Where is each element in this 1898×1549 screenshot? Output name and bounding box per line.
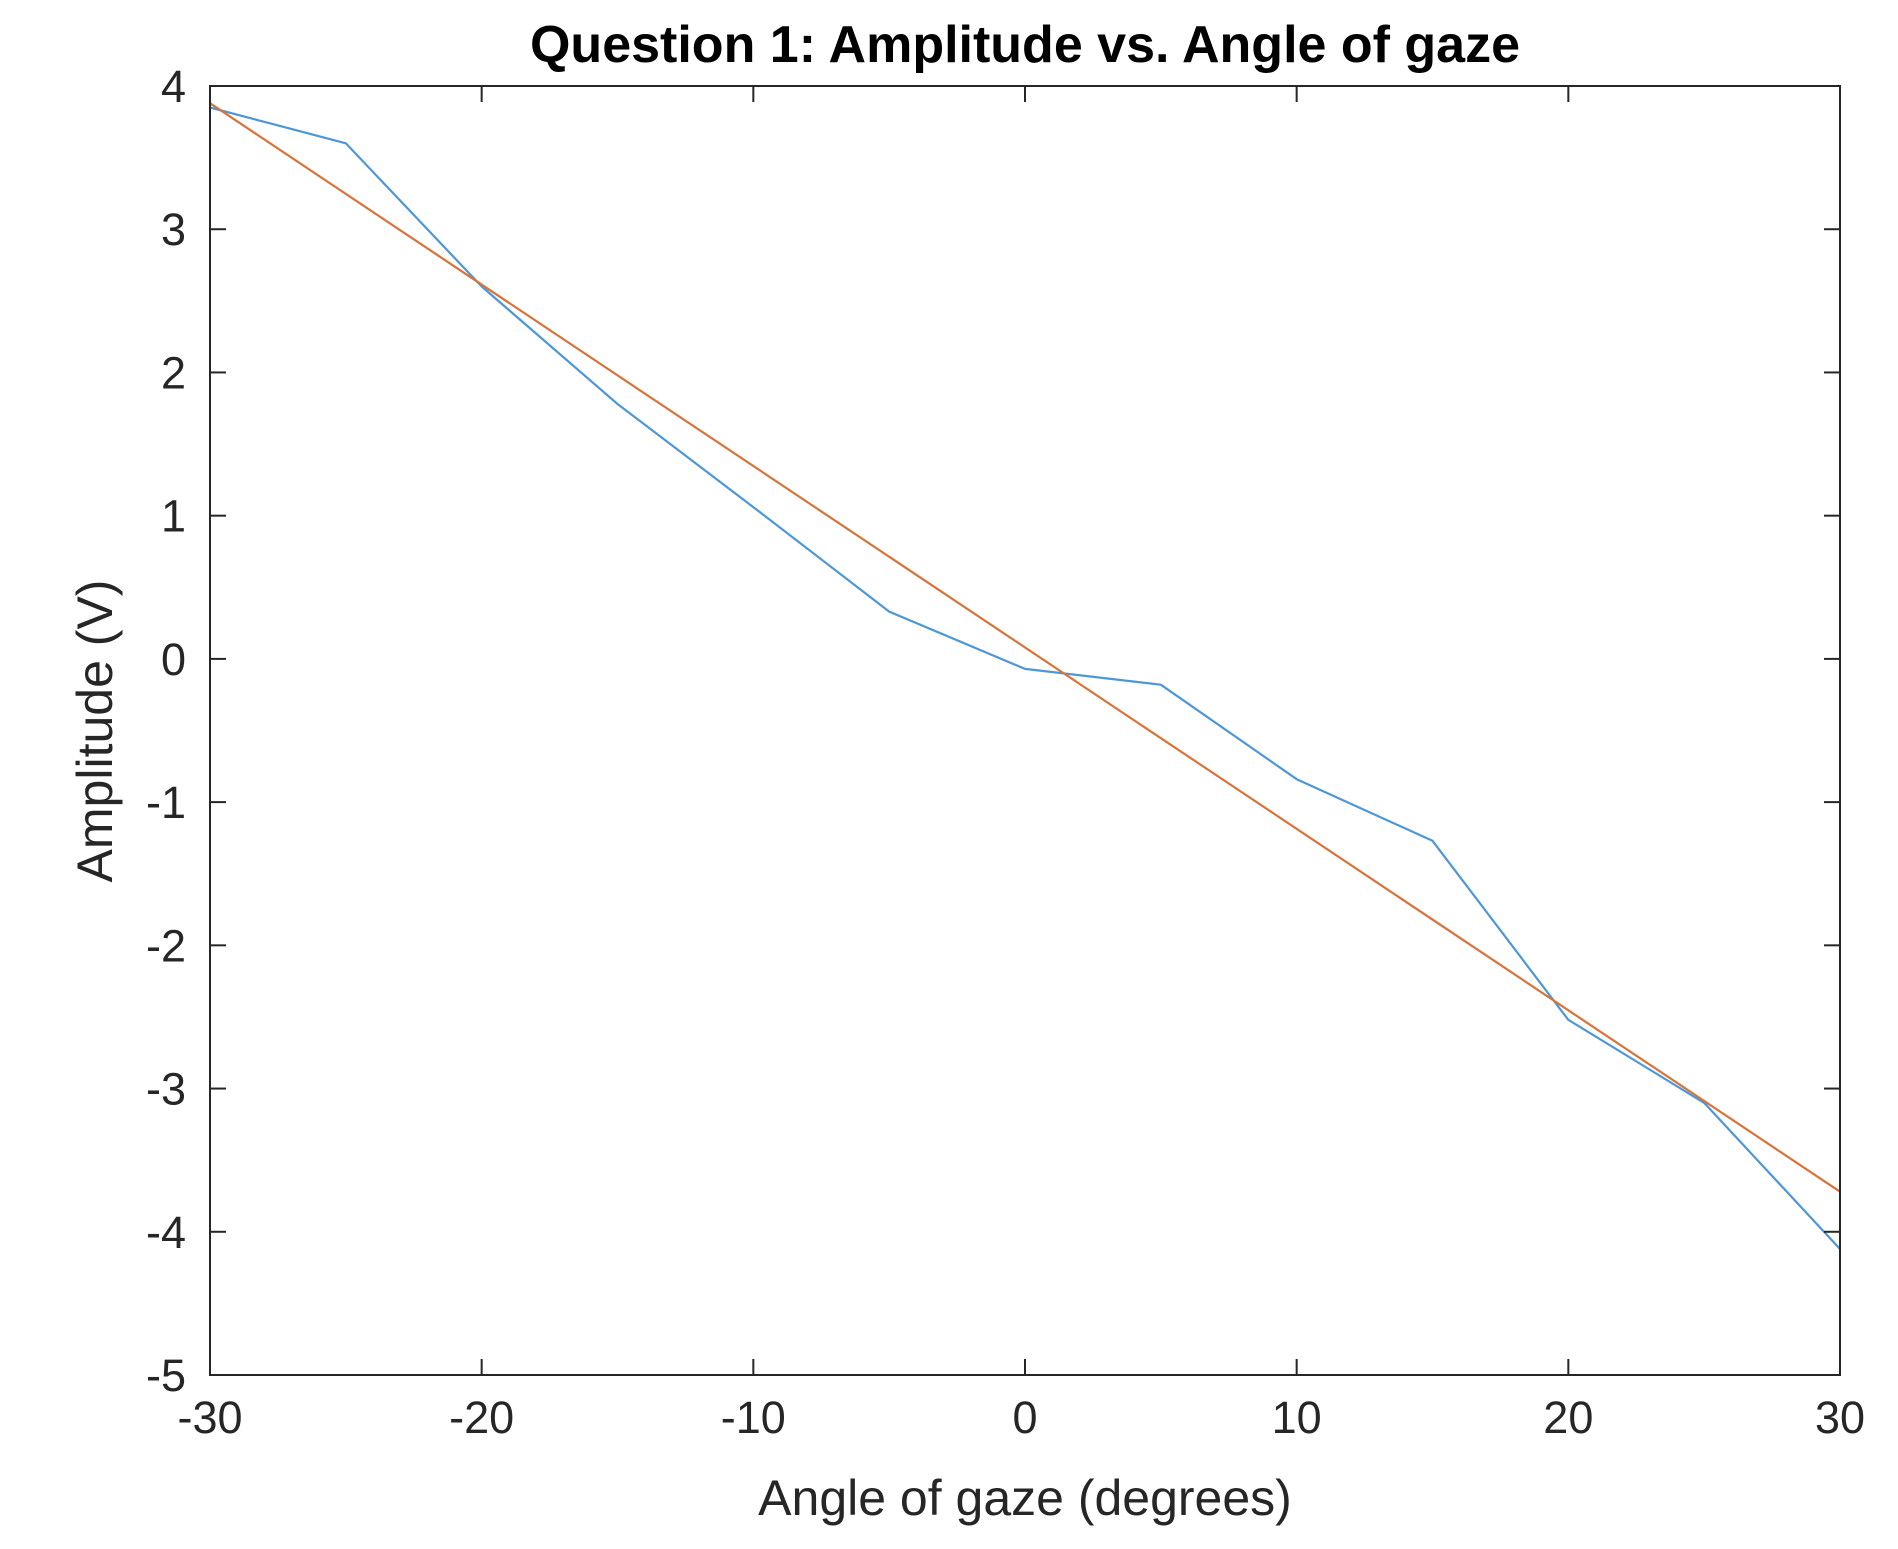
y-tick-label: -1 [146,777,186,828]
y-tick-label: 2 [161,347,186,398]
series-line-2 [209,102,1841,1193]
y-tick-label: 3 [161,204,186,255]
x-tick-label: 30 [1815,1392,1865,1443]
y-tick-label: -5 [146,1350,186,1401]
x-axis-label: Angle of gaze (degrees) [758,1470,1292,1526]
x-tick-label: 20 [1543,1392,1593,1443]
series-layer [209,102,1841,1250]
x-tick-label: -30 [177,1392,242,1443]
y-tick-label: -4 [146,1207,186,1258]
plot-area [210,86,1840,1375]
x-tick-label: -10 [721,1392,786,1443]
y-tick-label: 0 [161,634,186,685]
y-tick-label: -3 [146,1064,186,1115]
y-tick-label: -2 [146,920,186,971]
series-line-1 [209,106,1841,1250]
x-tick-label: 10 [1272,1392,1322,1443]
y-tick-label: 4 [161,61,186,112]
x-tick-label: -20 [449,1392,514,1443]
y-tick-label: 1 [161,491,186,542]
y-axis-label: Amplitude (V) [67,580,123,883]
x-tick-label: 0 [1012,1392,1037,1443]
chart-title: Question 1: Amplitude vs. Angle of gaze [530,16,1520,74]
plot-background [210,86,1840,1375]
